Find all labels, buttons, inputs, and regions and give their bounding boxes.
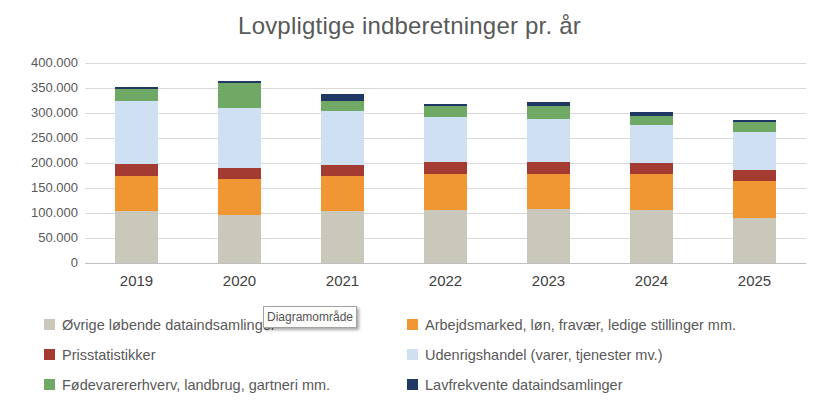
legend-item[interactable]: Arbejdsmarked, løn, fravær, ledige still… — [407, 316, 736, 333]
tooltip-text: Diagramområde — [267, 310, 353, 324]
chart-title[interactable]: Lovpligtige indberetninger pr. år — [0, 12, 819, 40]
x-axis-tick-label[interactable]: 2019 — [85, 272, 188, 290]
legend-item[interactable]: Øvrige løbende dataindsamlinger — [44, 316, 276, 333]
x-axis-tick-label[interactable]: 2023 — [497, 272, 600, 290]
legend-swatch-icon — [44, 379, 55, 390]
y-axis-tick-label[interactable]: 300.000 — [6, 105, 78, 121]
legend-swatch-icon — [44, 349, 55, 360]
plot-area[interactable] — [85, 55, 806, 264]
legend-swatch-icon — [44, 319, 55, 330]
y-axis-tick-label[interactable]: 150.000 — [6, 180, 78, 196]
x-axis-tick-label[interactable]: 2020 — [188, 272, 291, 290]
legend-label: Øvrige løbende dataindsamlinger — [62, 317, 276, 333]
chart-area-tooltip: Diagramområde — [263, 306, 357, 328]
x-axis-tick-label[interactable]: 2022 — [394, 272, 497, 290]
x-axis-tick-label[interactable]: 2024 — [600, 272, 703, 290]
y-axis-tick-label[interactable]: 100.000 — [6, 205, 78, 221]
x-axis-tick-label[interactable]: 2021 — [291, 272, 394, 290]
y-axis-tick-label[interactable]: 50.000 — [6, 230, 78, 246]
legend-swatch-icon — [407, 319, 418, 330]
x-axis-tick-label[interactable]: 2025 — [703, 272, 806, 290]
y-axis-tick-label[interactable]: 400.000 — [6, 55, 78, 71]
y-axis-tick-label[interactable]: 250.000 — [6, 130, 78, 146]
legend-item[interactable]: Prisstatistikker — [44, 346, 155, 363]
y-axis-tick-label[interactable]: 200.000 — [6, 155, 78, 171]
legend-swatch-icon — [407, 379, 418, 390]
y-axis-tick-label[interactable]: 350.000 — [6, 80, 78, 96]
legend-label: Udenrigshandel (varer, tjenester mv.) — [425, 347, 662, 363]
legend-label: Fødevarererhverv, landbrug, gartneri mm. — [62, 377, 330, 393]
legend-item[interactable]: Lavfrekvente dataindsamlinger — [407, 376, 622, 393]
chart-window: Lovpligtige indberetninger pr. år 0 50.00… — [0, 0, 819, 408]
legend-item[interactable]: Udenrigshandel (varer, tjenester mv.) — [407, 346, 662, 363]
y-axis-tick-label[interactable]: 0 — [6, 255, 78, 271]
legend-label: Lavfrekvente dataindsamlinger — [425, 377, 622, 393]
legend-label: Prisstatistikker — [62, 347, 155, 363]
legend-label: Arbejdsmarked, løn, fravær, ledige still… — [425, 317, 736, 333]
legend-swatch-icon — [407, 349, 418, 360]
legend-item[interactable]: Fødevarererhverv, landbrug, gartneri mm. — [44, 376, 330, 393]
